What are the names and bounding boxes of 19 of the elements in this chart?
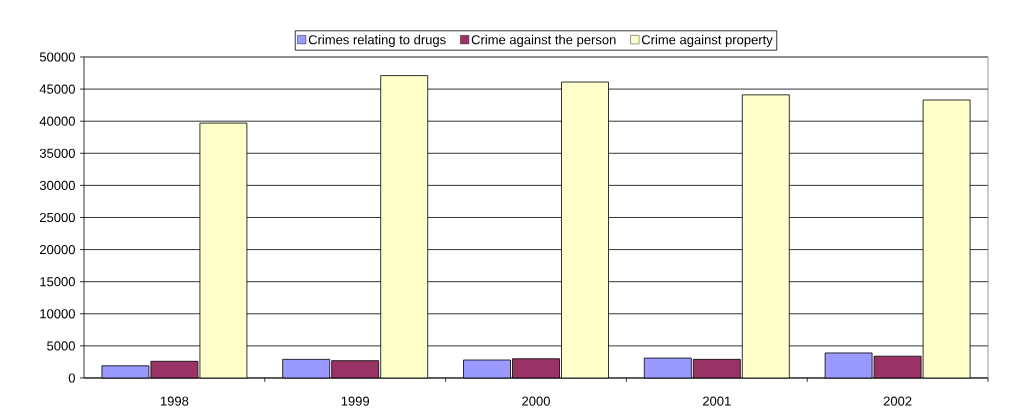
x-tick-label: 1999 (341, 396, 370, 406)
y-tick-label: 5000 (47, 341, 75, 351)
x-tick-label: 1998 (160, 396, 189, 406)
y-tick-label: 30000 (39, 180, 75, 190)
y-tick-label: 35000 (39, 148, 75, 158)
legend-label: Crimes relating to drugs (308, 34, 446, 47)
x-tick-label: 2002 (883, 396, 912, 406)
y-tick-label: 0 (68, 373, 75, 383)
y-tick-label: 50000 (39, 52, 75, 62)
legend-label: Crime against the person (471, 34, 616, 47)
legend-label: Crime against property (641, 34, 773, 47)
y-tick-label: 20000 (39, 244, 75, 255)
y-tick-label: 10000 (40, 309, 75, 319)
y-tick-label: 40000 (39, 116, 75, 126)
x-tick-label: 2000 (522, 396, 550, 406)
x-tick-label: 2001 (703, 396, 731, 406)
y-tick-label: 15000 (40, 277, 75, 287)
y-tick-label: 25000 (39, 212, 75, 223)
y-tick-label: 45000 (39, 84, 75, 94)
